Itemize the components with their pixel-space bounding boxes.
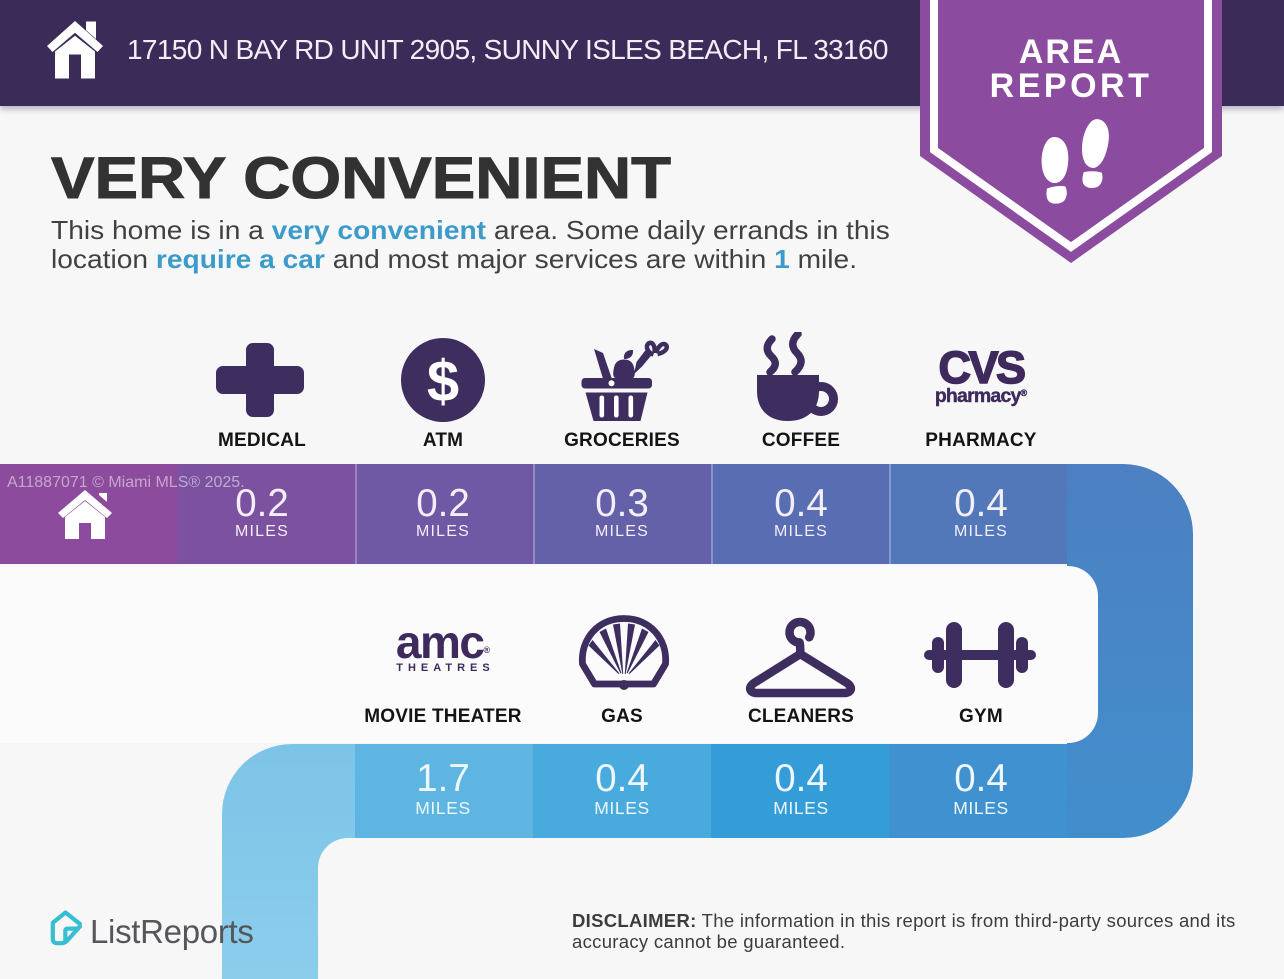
svg-text:$: $ (427, 349, 459, 414)
svg-text:REPORT: REPORT (990, 67, 1153, 105)
svg-text:AREA: AREA (1019, 33, 1123, 71)
